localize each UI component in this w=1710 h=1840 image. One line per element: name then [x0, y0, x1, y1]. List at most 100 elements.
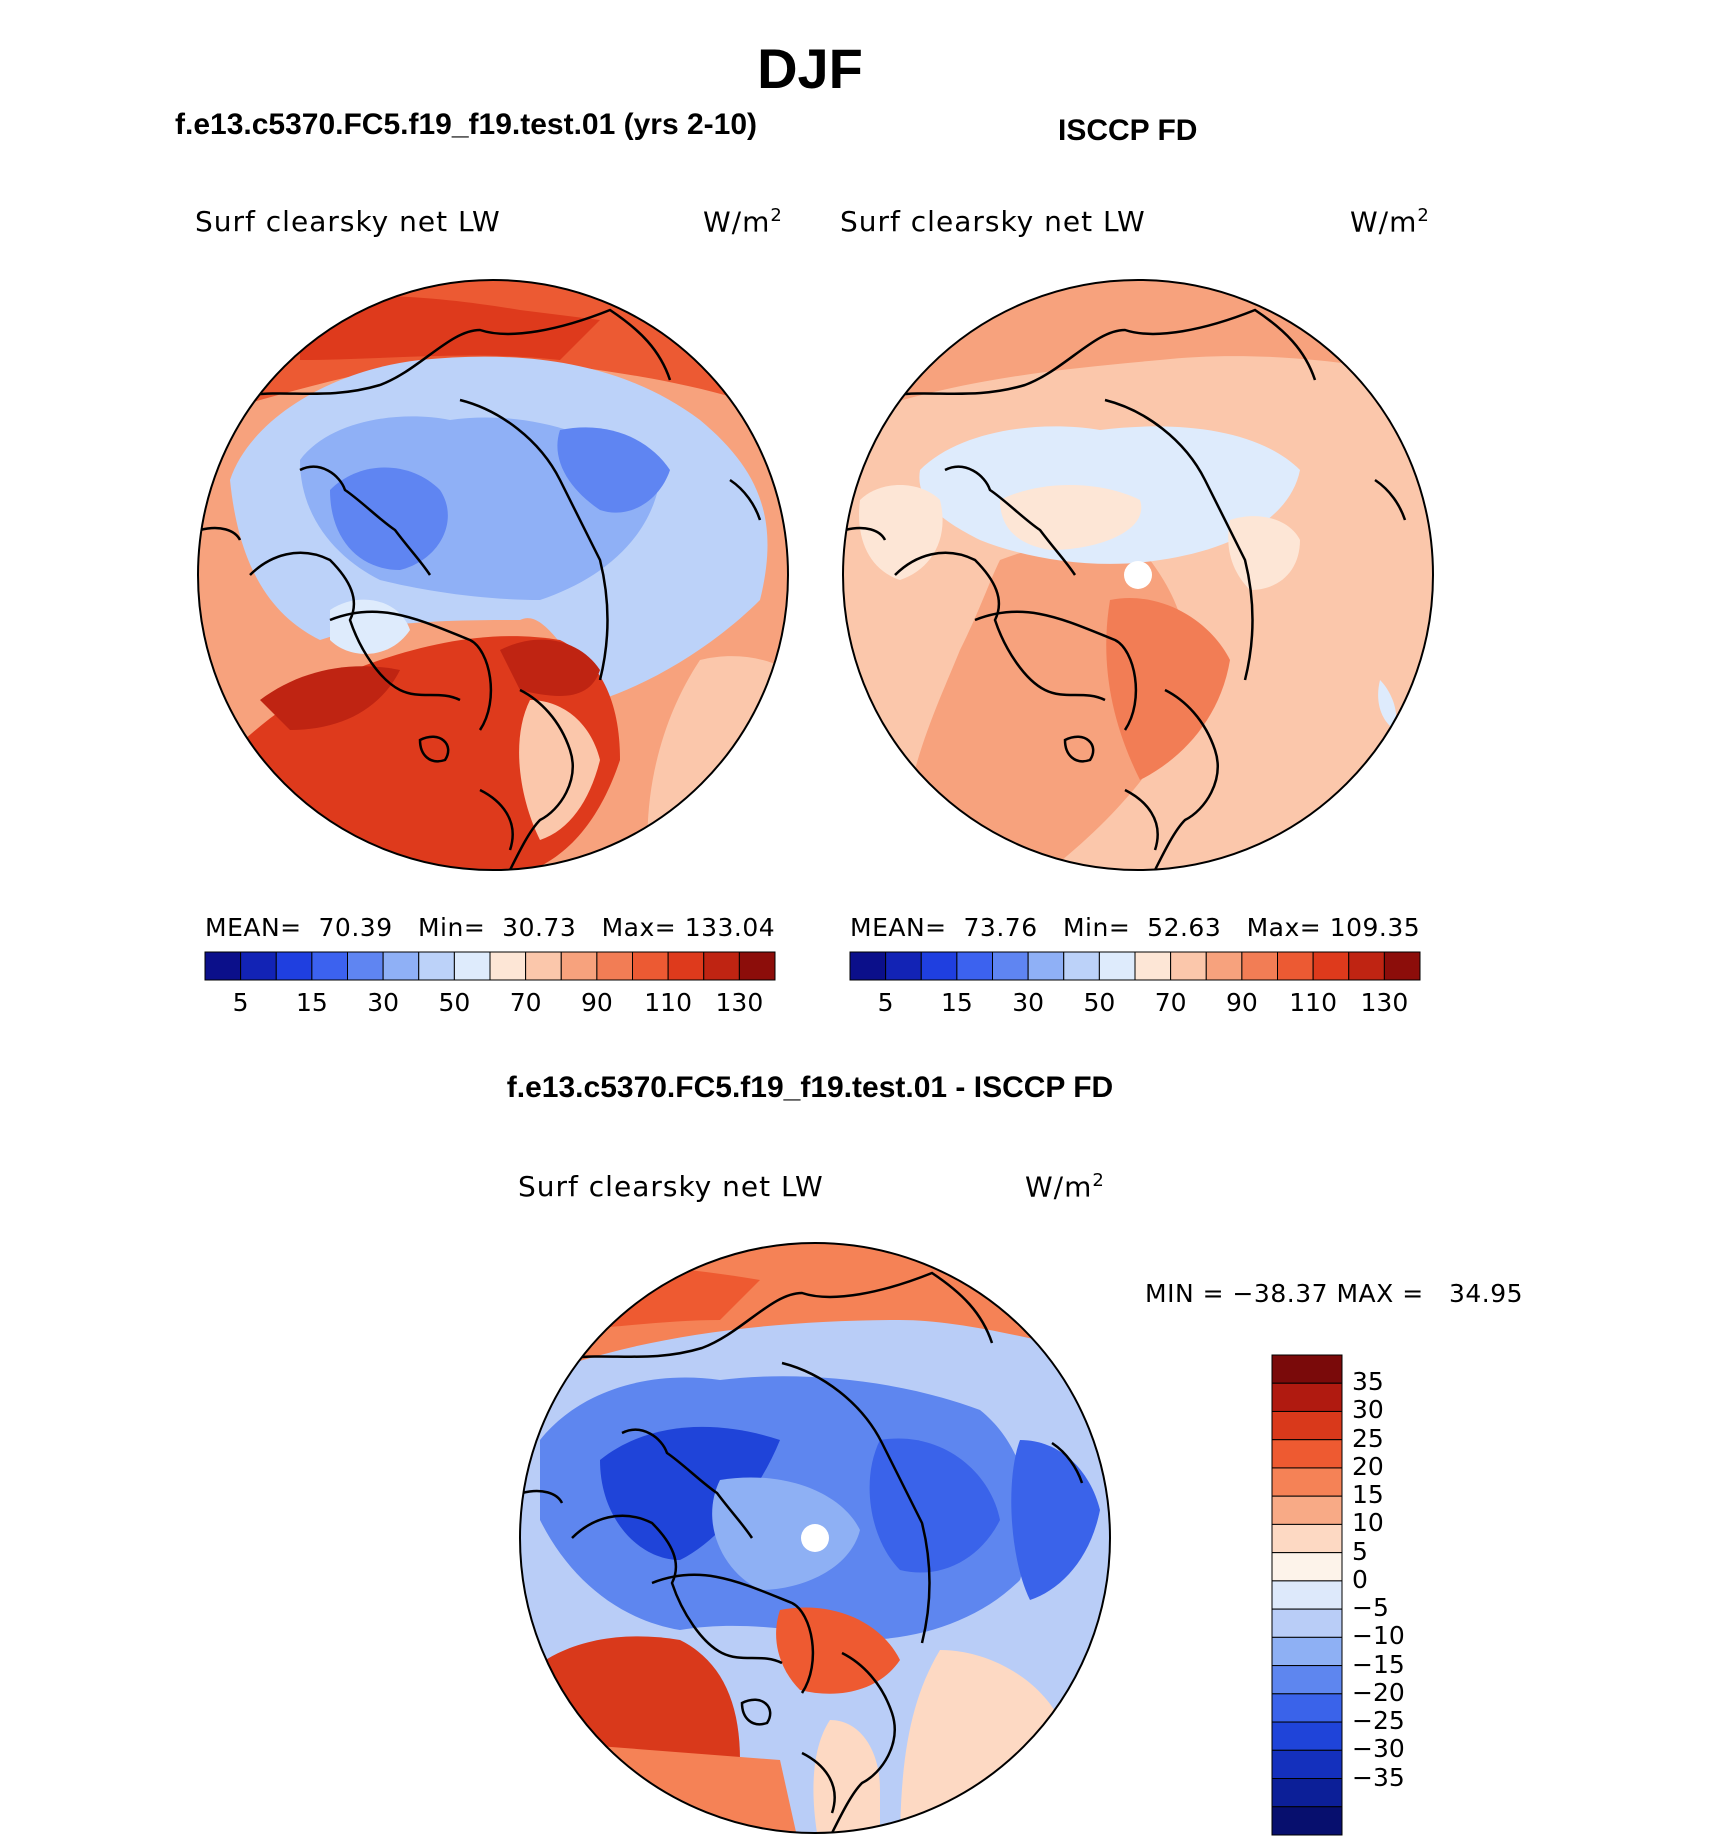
difference-colorbar-swatch [1271, 1806, 1343, 1836]
obs-colorbar-swatch [1170, 951, 1207, 981]
model-colorbar-tick: 110 [644, 988, 692, 1017]
obs-map-frame [842, 279, 1434, 871]
model-colorbar-swatch [240, 951, 277, 981]
model-variable-label: Surf clearsky net LW [195, 205, 501, 238]
difference-colorbar-swatch [1271, 1523, 1343, 1554]
diff-coastlines [521, 1271, 1084, 1833]
difference-colorbar-swatch [1271, 1552, 1343, 1582]
difference-colorbar [1271, 1354, 1343, 1836]
obs-colorbar-swatch [1277, 951, 1314, 981]
model-colorbar-swatch [347, 951, 384, 981]
difference-colorbar-tick: −20 [1352, 1677, 1405, 1707]
model-colorbar [204, 951, 776, 981]
difference-colorbar-swatch [1271, 1721, 1343, 1751]
obs-colorbar-swatch [849, 951, 887, 981]
obs-colorbar [849, 951, 1421, 981]
obs-unit-label: W/m2 [1350, 205, 1430, 239]
model-colorbar-tick: 130 [715, 988, 764, 1017]
obs-colorbar-swatch [1348, 951, 1385, 981]
model-colorbar-tick: 30 [367, 988, 400, 1017]
obs-colorbar-tick: 70 [1154, 988, 1187, 1017]
obs-colorbar-swatch [1383, 951, 1421, 981]
model-colorbar-tick: 70 [509, 988, 542, 1017]
difference-colorbar-tick: 20 [1352, 1451, 1384, 1481]
difference-colorbar-tick: −35 [1352, 1762, 1405, 1792]
obs-colorbar-swatch [1063, 951, 1100, 981]
obs-colorbar-tick: 30 [1012, 988, 1045, 1017]
difference-panel-title: f.e13.c5370.FC5.f19_f19.test.01 - ISCCP … [506, 1071, 1114, 1104]
difference-colorbar-tick: −30 [1352, 1734, 1405, 1764]
obs-colorbar-swatch [956, 951, 993, 981]
obs-pole-hole [1124, 561, 1152, 589]
diff-map-frame [519, 1242, 1111, 1834]
diff-unit-label: W/m2 [1025, 1170, 1105, 1204]
obs-colorbar-tick: 5 [877, 988, 894, 1017]
model-colorbar-tick: 15 [295, 988, 328, 1017]
difference-colorbar-tick: 10 [1352, 1508, 1384, 1538]
difference-colorbar-swatch [1271, 1410, 1343, 1441]
obs-colorbar-tick: 90 [1225, 988, 1258, 1017]
model-map-frame [197, 279, 789, 871]
figure-title: DJF [757, 37, 863, 100]
difference-colorbar-swatch [1271, 1749, 1343, 1780]
obs-colorbar-swatch [1241, 951, 1278, 981]
difference-colorbar-tick: −5 [1352, 1593, 1389, 1623]
diff-pole-hole [801, 1524, 829, 1552]
difference-colorbar-swatch [1271, 1382, 1343, 1412]
model-colorbar-swatch [632, 951, 669, 981]
model-colorbar-swatch [418, 951, 455, 981]
difference-colorbar-tick: 0 [1352, 1564, 1368, 1594]
model-colorbar-swatch [311, 951, 348, 981]
difference-colorbar-tick: 15 [1352, 1480, 1384, 1510]
difference-colorbar-swatch [1271, 1354, 1343, 1384]
model-panel-title: f.e13.c5370.FC5.f19_f19.test.01 (yrs 2-1… [175, 108, 758, 141]
model-colorbar-swatch [738, 951, 776, 981]
model-stats: MEAN= 70.39 Min= 30.73 Max= 133.04 [205, 913, 776, 942]
model-coastlines [199, 308, 762, 870]
difference-colorbar-tick: 30 [1352, 1395, 1384, 1425]
difference-colorbar-tick: 5 [1352, 1536, 1368, 1566]
model-colorbar-swatch [382, 951, 420, 981]
obs-colorbar-swatch [1134, 951, 1172, 981]
difference-colorbar-swatch [1271, 1636, 1343, 1667]
model-colorbar-swatch [204, 951, 242, 981]
obs-colorbar-tick: 110 [1289, 988, 1337, 1017]
diff-variable-label: Surf clearsky net LW [518, 1170, 824, 1203]
difference-colorbar-tick: −10 [1352, 1621, 1405, 1651]
difference-colorbar-swatch [1271, 1580, 1343, 1610]
obs-variable-label: Surf clearsky net LW [840, 205, 1146, 238]
obs-colorbar-swatch [1027, 951, 1065, 981]
model-colorbar-swatch [596, 951, 633, 981]
model-unit-label: W/m2 [703, 205, 783, 239]
difference-colorbar-swatch [1271, 1665, 1343, 1695]
difference-colorbar-tick: −15 [1352, 1649, 1405, 1679]
model-colorbar-swatch [275, 951, 313, 981]
obs-colorbar-swatch [885, 951, 922, 981]
model-polar-map [198, 280, 788, 870]
obs-panel-title: ISCCP FD [1058, 114, 1198, 147]
difference-colorbar-swatch [1271, 1608, 1343, 1638]
model-colorbar-swatch [667, 951, 705, 981]
obs-coastlines [844, 308, 1407, 870]
obs-stats: MEAN= 73.76 Min= 52.63 Max= 109.35 [850, 913, 1421, 942]
obs-colorbar-tick: 50 [1083, 988, 1116, 1017]
obs-colorbar-swatch [1205, 951, 1243, 981]
obs-colorbar-swatch [1098, 951, 1136, 981]
obs-colorbar-swatch [920, 951, 958, 981]
difference-colorbar-swatch [1271, 1495, 1343, 1525]
difference-colorbar-tick: 35 [1352, 1367, 1384, 1397]
model-colorbar-tick: 50 [438, 988, 471, 1017]
obs-colorbar-swatch [992, 951, 1029, 981]
diff-minmax: MIN = −38.37 MAX = 34.95 [1145, 1279, 1524, 1308]
difference-colorbar-swatch [1271, 1778, 1343, 1808]
model-colorbar-swatch [453, 951, 491, 981]
model-colorbar-swatch [525, 951, 562, 981]
difference-colorbar-tick: 25 [1352, 1423, 1384, 1453]
difference-colorbar-swatch [1271, 1467, 1343, 1497]
model-colorbar-swatch [489, 951, 527, 981]
model-colorbar-tick: 5 [232, 988, 249, 1017]
model-colorbar-swatch [703, 951, 740, 981]
difference-colorbar-swatch [1271, 1693, 1343, 1723]
difference-colorbar-tick: −25 [1352, 1706, 1405, 1736]
